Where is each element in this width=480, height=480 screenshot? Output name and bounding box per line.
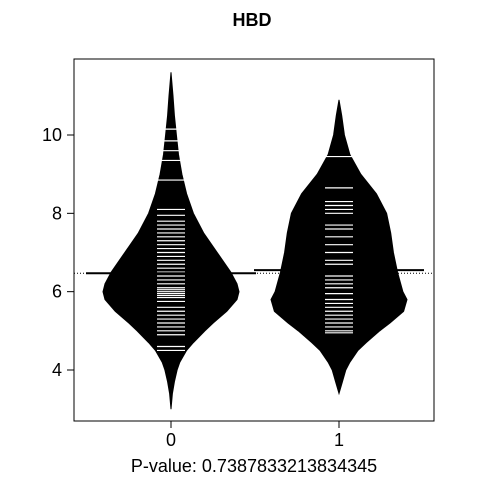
axes: 4 6 8 10 0 1: [42, 125, 344, 450]
bean-density-1: [270, 99, 408, 396]
x-axis-label: P-value: 0.7387833213834345: [131, 456, 377, 476]
plot-frame: [73, 58, 435, 422]
y-tick-label: 4: [52, 360, 62, 380]
y-tick-label: 10: [42, 125, 62, 145]
plot-area: [74, 72, 434, 410]
x-tick-label: 1: [334, 430, 344, 450]
chart-title: HBD: [233, 10, 272, 30]
y-tick-label: 8: [52, 203, 62, 223]
y-tick-label: 6: [52, 282, 62, 302]
x-tick-label: 0: [166, 430, 176, 450]
